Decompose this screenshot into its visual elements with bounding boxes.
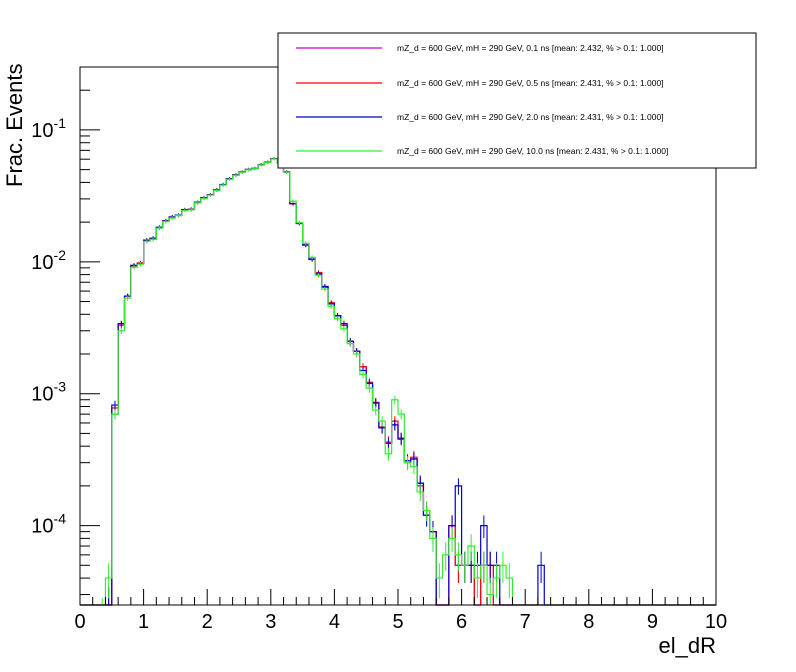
series-line-1 [80, 158, 716, 606]
x-axis-label: el_dR [659, 633, 716, 658]
legend-entry-3: mZ_d = 600 GeV, mH = 290 GeV, 10.0 ns [m… [296, 146, 668, 156]
legend-label: mZ_d = 600 GeV, mH = 290 GeV, 0.5 ns [me… [397, 78, 664, 88]
y-tick-label: 10-1 [31, 115, 66, 142]
legend-entries: mZ_d = 600 GeV, mH = 290 GeV, 0.1 ns [me… [296, 43, 668, 156]
series-layer [80, 157, 716, 606]
x-tick-label: 6 [456, 611, 467, 633]
legend-label: mZ_d = 600 GeV, mH = 290 GeV, 10.0 ns [m… [397, 146, 668, 156]
x-tick-label: 1 [138, 611, 149, 633]
y-axis-label: Frac. Events [2, 64, 27, 187]
x-tick-label: 0 [74, 611, 85, 633]
x-tick-label: 7 [520, 611, 531, 633]
x-tick-label: 2 [202, 611, 213, 633]
y-tick-label: 10-2 [31, 247, 66, 274]
series-line-0 [80, 158, 716, 606]
series-0 [80, 157, 716, 606]
x-tick-label: 5 [392, 611, 403, 633]
series-2 [80, 157, 716, 606]
x-tick-label: 8 [583, 611, 594, 633]
legend-label: mZ_d = 600 GeV, mH = 290 GeV, 2.0 ns [me… [397, 112, 664, 122]
x-tick-label: 4 [329, 611, 340, 633]
legend-entry-0: mZ_d = 600 GeV, mH = 290 GeV, 0.1 ns [me… [296, 43, 664, 53]
x-tick-label: 10 [705, 611, 727, 633]
x-axis: 0 1 2 3 4 5 6 7 8 9 10 [74, 589, 727, 633]
legend: mZ_d = 600 GeV, mH = 290 GeV, 0.1 ns [me… [277, 32, 757, 169]
legend-label: mZ_d = 600 GeV, mH = 290 GeV, 0.1 ns [me… [397, 43, 664, 53]
y-tick-label: 10-4 [31, 511, 66, 538]
series-3 [80, 157, 716, 606]
y-axis: 10-4 10-3 10-2 10-1 [31, 89, 100, 596]
series-line-2 [80, 158, 716, 606]
legend-box [277, 32, 757, 169]
series-1 [80, 157, 716, 606]
x-tick-label: 3 [265, 611, 276, 633]
x-tick-label: 9 [647, 611, 658, 633]
legend-entry-2: mZ_d = 600 GeV, mH = 290 GeV, 2.0 ns [me… [296, 112, 664, 122]
series-line-3 [80, 158, 716, 606]
y-tick-label: 10-3 [31, 379, 66, 406]
legend-entry-1: mZ_d = 600 GeV, mH = 290 GeV, 0.5 ns [me… [296, 78, 664, 88]
